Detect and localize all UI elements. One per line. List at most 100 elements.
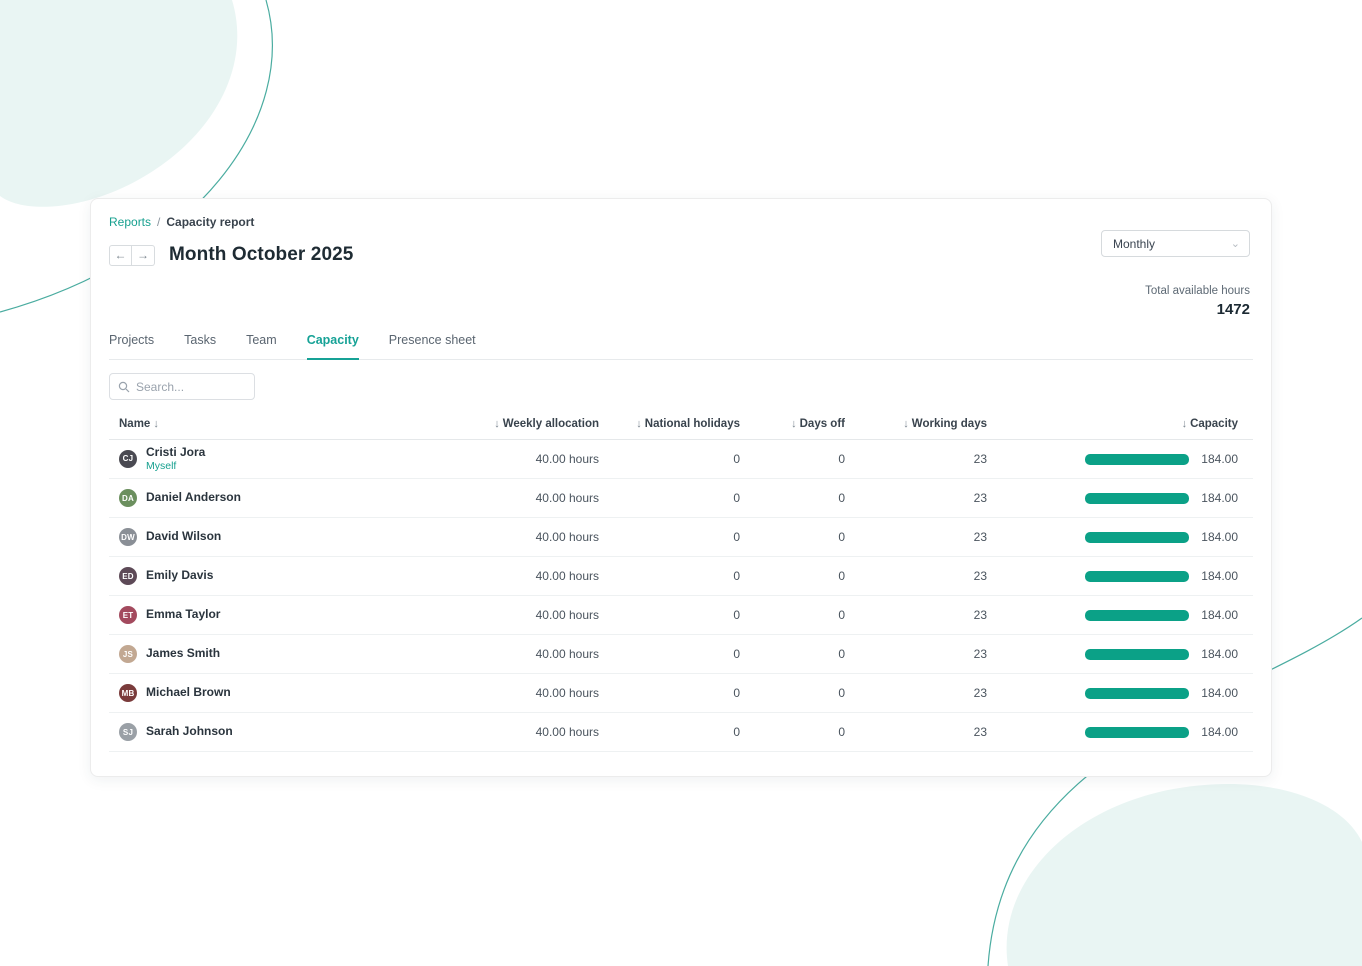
tab-team[interactable]: Team bbox=[246, 333, 277, 347]
member-name-wrap: David Wilson bbox=[146, 529, 222, 544]
capacity-bar bbox=[1085, 531, 1189, 543]
days-off-value: 0 bbox=[838, 452, 845, 466]
column-header-working-days[interactable]: ↓ Working days bbox=[845, 418, 987, 430]
working-days-value: 23 bbox=[973, 569, 987, 583]
column-header-label: Days off bbox=[799, 418, 845, 430]
capacity-bar bbox=[1085, 492, 1189, 504]
capacity-value: 184.00 bbox=[1201, 491, 1238, 505]
search-icon bbox=[118, 381, 130, 392]
capacity-value: 184.00 bbox=[1201, 725, 1238, 739]
sort-descending-icon: ↓ bbox=[903, 418, 909, 430]
capacity-bar bbox=[1085, 648, 1189, 660]
period-select[interactable]: Monthly ⌄ bbox=[1101, 230, 1250, 257]
table-row[interactable]: CJ Cristi Jora Myself 40.00 hours 0 0 23 184.00 bbox=[109, 440, 1253, 479]
capacity-cell: 184.00 bbox=[987, 686, 1253, 700]
working-days-value: 23 bbox=[973, 491, 987, 505]
member-cell: MB Michael Brown bbox=[109, 684, 439, 702]
blob-top-left bbox=[0, 0, 238, 207]
tab-projects[interactable]: Projects bbox=[109, 333, 155, 347]
column-header-name[interactable]: Name ↓ bbox=[109, 418, 439, 430]
table-row[interactable]: ED Emily Davis 40.00 hours 0 0 23 184.00 bbox=[109, 557, 1253, 596]
days-off-value: 0 bbox=[838, 686, 845, 700]
member-name-wrap: James Smith bbox=[146, 646, 221, 661]
next-month-button[interactable]: → bbox=[132, 244, 155, 266]
member-name[interactable]: David Wilson bbox=[146, 529, 222, 544]
tab-tasks[interactable]: Tasks bbox=[184, 333, 217, 347]
column-header-days-off[interactable]: ↓ Days off bbox=[740, 418, 845, 430]
avatar: ED bbox=[119, 567, 137, 585]
avatar: ET bbox=[119, 606, 137, 624]
member-cell: DA Daniel Anderson bbox=[109, 489, 439, 507]
page-title: Month October 2025 bbox=[169, 244, 354, 265]
title-row: ← → Month October 2025 bbox=[109, 241, 1253, 269]
capacity-cell: 184.00 bbox=[987, 452, 1253, 466]
national-holidays-value: 0 bbox=[733, 608, 740, 622]
tab-presence-sheet[interactable]: Presence sheet bbox=[388, 333, 476, 347]
days-off-value: 0 bbox=[838, 725, 845, 739]
member-name[interactable]: Cristi Jora bbox=[146, 444, 206, 459]
capacity-bar bbox=[1085, 609, 1189, 621]
weekly-allocation-value: 40.00 hours bbox=[535, 647, 599, 661]
weekly-allocation-value: 40.00 hours bbox=[535, 725, 599, 739]
column-header-label: Working days bbox=[911, 418, 987, 430]
capacity-bar bbox=[1085, 726, 1189, 738]
capacity-value: 184.00 bbox=[1201, 530, 1238, 544]
capacity-bar bbox=[1085, 570, 1189, 582]
capacity-bar bbox=[1085, 453, 1189, 465]
member-name[interactable]: Daniel Anderson bbox=[146, 490, 241, 505]
days-off-value: 0 bbox=[838, 530, 845, 544]
tab-capacity[interactable]: Capacity bbox=[306, 333, 359, 360]
table-row[interactable]: JS James Smith 40.00 hours 0 0 23 184.00 bbox=[109, 635, 1253, 674]
avatar: JS bbox=[119, 645, 137, 663]
table-row[interactable]: MB Michael Brown 40.00 hours 0 0 23 184.00 bbox=[109, 674, 1253, 713]
capacity-value: 184.00 bbox=[1201, 608, 1238, 622]
capacity-value: 184.00 bbox=[1201, 569, 1238, 583]
days-off-value: 0 bbox=[838, 608, 845, 622]
total-available-value: 1472 bbox=[1216, 301, 1250, 318]
column-header-national-holidays[interactable]: ↓ National holidays bbox=[599, 418, 740, 430]
avatar: DA bbox=[119, 489, 137, 507]
chevron-down-icon: ⌄ bbox=[1230, 237, 1240, 250]
total-available-hours: Total available hours 1472 bbox=[1145, 285, 1250, 318]
sort-descending-icon: ↓ bbox=[153, 418, 159, 430]
breadcrumb-reports[interactable]: Reports bbox=[109, 215, 152, 229]
table-row[interactable]: DW David Wilson 40.00 hours 0 0 23 184.00 bbox=[109, 518, 1253, 557]
column-header-weekly-allocation[interactable]: ↓ Weekly allocation bbox=[439, 418, 599, 430]
member-name[interactable]: Emma Taylor bbox=[146, 607, 221, 622]
national-holidays-value: 0 bbox=[733, 452, 740, 466]
working-days-value: 23 bbox=[973, 686, 987, 700]
weekly-allocation-value: 40.00 hours bbox=[535, 530, 599, 544]
capacity-cell: 184.00 bbox=[987, 569, 1253, 583]
member-name[interactable]: Emily Davis bbox=[146, 568, 214, 583]
member-subtitle: Myself bbox=[146, 460, 177, 473]
member-name[interactable]: Sarah Johnson bbox=[146, 724, 233, 739]
days-off-value: 0 bbox=[838, 491, 845, 505]
column-header-label: National holidays bbox=[644, 418, 740, 430]
sort-descending-icon: ↓ bbox=[636, 418, 642, 430]
weekly-allocation-value: 40.00 hours bbox=[535, 569, 599, 583]
member-name[interactable]: Michael Brown bbox=[146, 685, 231, 700]
table-row[interactable]: DA Daniel Anderson 40.00 hours 0 0 23 184.00 bbox=[109, 479, 1253, 518]
search-input[interactable] bbox=[136, 379, 246, 394]
table-row[interactable]: ET Emma Taylor 40.00 hours 0 0 23 184.00 bbox=[109, 596, 1253, 635]
capacity-bar bbox=[1085, 687, 1189, 699]
month-navigation: ← → bbox=[109, 244, 155, 266]
column-header-label: Capacity bbox=[1190, 418, 1238, 430]
working-days-value: 23 bbox=[973, 608, 987, 622]
member-name[interactable]: James Smith bbox=[146, 646, 221, 661]
capacity-cell: 184.00 bbox=[987, 608, 1253, 622]
column-header-capacity[interactable]: ↓ Capacity bbox=[987, 418, 1253, 430]
search-box bbox=[109, 373, 255, 400]
avatar: MB bbox=[119, 684, 137, 702]
capacity-report-card: Reports / Capacity report ← → Month Octo… bbox=[90, 198, 1272, 777]
prev-month-button[interactable]: ← bbox=[109, 244, 132, 266]
member-cell: CJ Cristi Jora Myself bbox=[109, 444, 439, 473]
breadcrumb-current: Capacity report bbox=[166, 215, 255, 229]
capacity-cell: 184.00 bbox=[987, 725, 1253, 739]
sort-descending-icon: ↓ bbox=[1181, 418, 1188, 430]
working-days-value: 23 bbox=[973, 647, 987, 661]
member-name-wrap: Sarah Johnson bbox=[146, 724, 233, 739]
table-row[interactable]: SJ Sarah Johnson 40.00 hours 0 0 23 184.00 bbox=[109, 713, 1253, 752]
national-holidays-value: 0 bbox=[733, 647, 740, 661]
national-holidays-value: 0 bbox=[733, 725, 740, 739]
